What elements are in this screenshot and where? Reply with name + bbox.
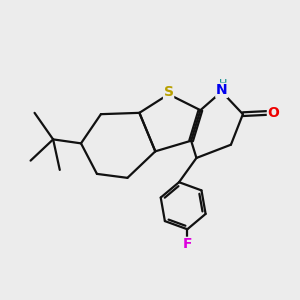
Text: S: S: [164, 85, 174, 99]
Text: O: O: [268, 106, 279, 120]
Text: F: F: [183, 237, 192, 251]
Text: N: N: [216, 83, 227, 97]
Text: H: H: [219, 79, 227, 89]
